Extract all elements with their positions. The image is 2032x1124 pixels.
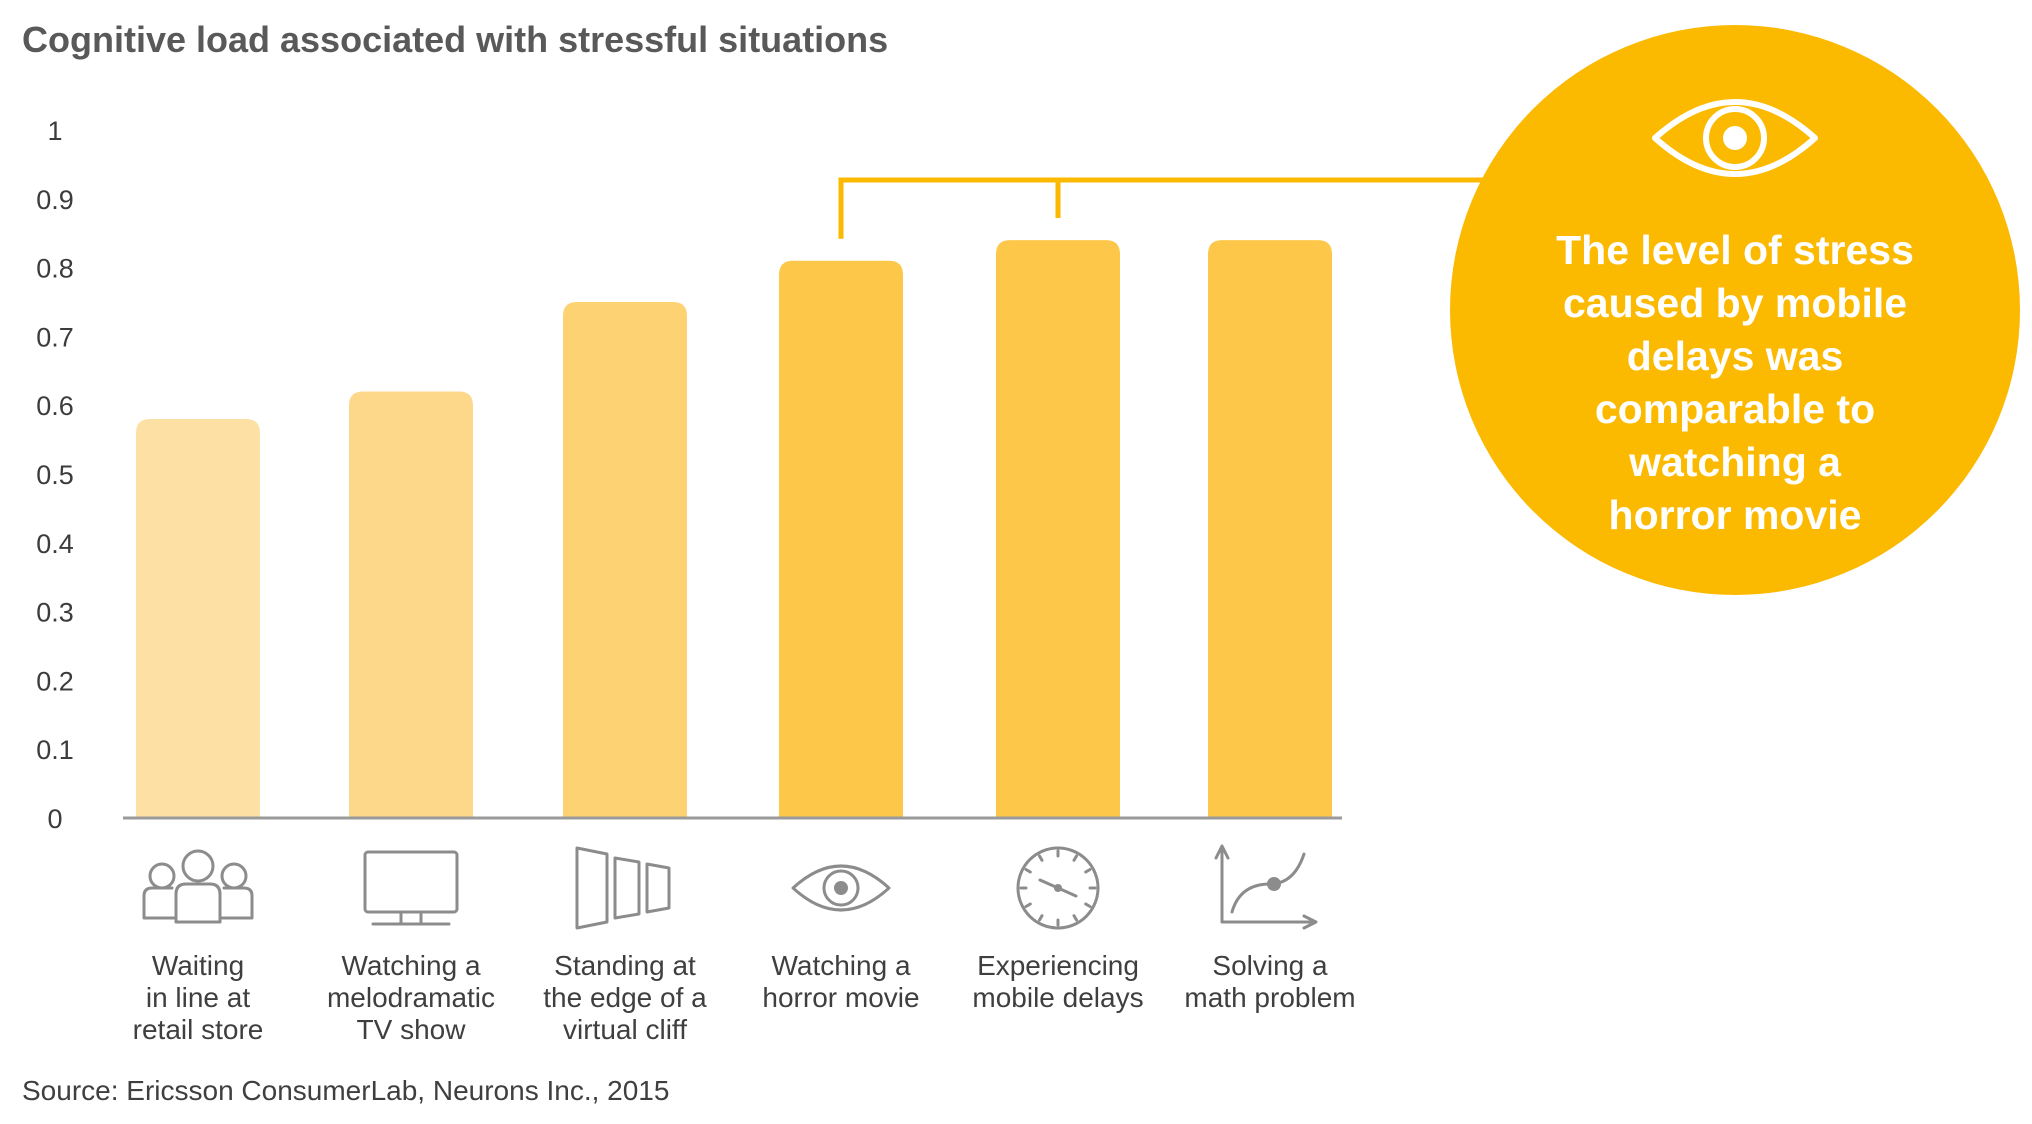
source-note: Source: Ericsson ConsumerLab, Neurons In…: [22, 1075, 669, 1106]
category-label: math problem: [1184, 982, 1355, 1013]
eye-icon: [1652, 99, 1818, 177]
category-label: Solving a: [1212, 950, 1328, 981]
people-group-icon: [142, 849, 254, 924]
y-tick-label: 0: [47, 804, 62, 834]
y-tick-label: 0.5: [36, 460, 74, 490]
category-label: horror movie: [762, 982, 919, 1013]
callout-text-line: comparable to: [1595, 386, 1875, 432]
callout-text-line: horror movie: [1609, 492, 1862, 538]
y-tick-label: 0.6: [36, 391, 74, 421]
virtual-cliff-panels-icon: [575, 846, 671, 930]
category-label: Waiting: [152, 950, 244, 981]
bars: [136, 240, 1332, 819]
category-label: mobile delays: [972, 982, 1143, 1013]
y-tick-label: 0.1: [36, 735, 74, 765]
y-axis: 0 0.1 0.2 0.3 0.4 0.5 0.6 0.7 0.8 0.9 1: [36, 116, 74, 834]
category-label: Watching a: [341, 950, 480, 981]
callout-text-line: watching a: [1628, 439, 1842, 485]
category-label: the edge of a: [543, 982, 707, 1013]
y-tick-label: 0.2: [36, 666, 74, 696]
callout-circle: The level of stress caused by mobile delay…: [1450, 25, 2020, 595]
eye-icon: [791, 864, 891, 912]
y-tick-label: 1: [47, 116, 62, 146]
callout-background: [1450, 25, 2020, 595]
category-label: Watching a: [771, 950, 910, 981]
y-tick-label: 0.9: [36, 185, 74, 215]
tv-monitor-icon: [363, 850, 459, 926]
callout-text-line: caused by mobile: [1563, 280, 1907, 326]
callout-bracket: [838, 177, 1520, 239]
bar: [349, 391, 473, 818]
y-tick-label: 0.3: [36, 598, 74, 628]
category-label: virtual cliff: [563, 1014, 687, 1045]
category-icons: [142, 844, 1318, 930]
y-tick-label: 0.7: [36, 322, 74, 352]
y-tick-label: 0.4: [36, 529, 74, 559]
bar: [563, 302, 687, 818]
bar: [136, 418, 260, 818]
category-label: in line at: [146, 982, 251, 1013]
clock-icon: [1016, 846, 1100, 930]
bar: [996, 240, 1120, 818]
category-label: TV show: [357, 1014, 467, 1045]
bar: [779, 260, 903, 819]
category-label: Experiencing: [977, 950, 1139, 981]
bracket-line: [838, 177, 1520, 239]
callout-text-line: delays was: [1627, 333, 1844, 379]
callout-text-line: The level of stress: [1556, 227, 1914, 273]
bar: [1208, 240, 1332, 818]
category-label: melodramatic: [327, 982, 495, 1013]
y-tick-label: 0.8: [36, 254, 74, 284]
category-label: Standing at: [554, 950, 696, 981]
chart-title: Cognitive load associated with stressful…: [22, 19, 888, 60]
curve-graph-icon: [1214, 844, 1318, 930]
category-label: retail store: [133, 1014, 264, 1045]
